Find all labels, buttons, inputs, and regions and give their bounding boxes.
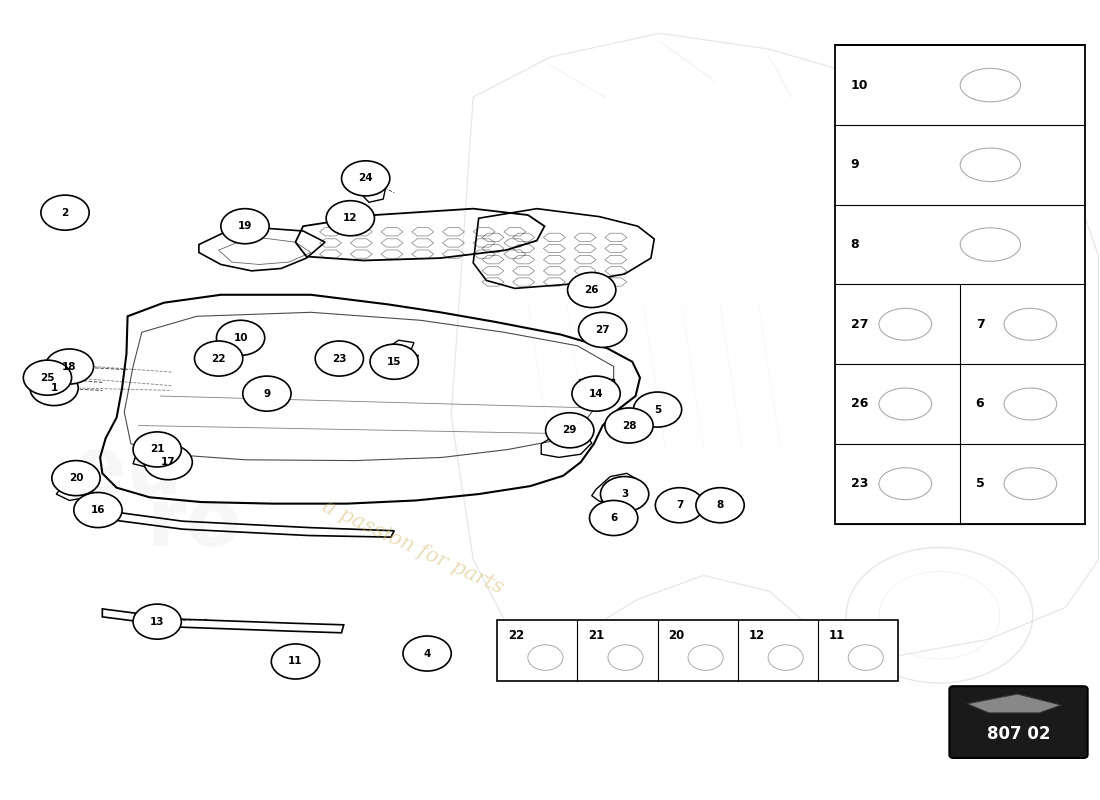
Text: 8: 8 <box>716 500 724 510</box>
Text: 16: 16 <box>90 505 106 515</box>
Text: 13: 13 <box>150 617 164 626</box>
Text: 17: 17 <box>161 457 176 467</box>
Circle shape <box>144 445 192 480</box>
Text: 18: 18 <box>63 362 77 371</box>
Text: ro: ro <box>146 485 241 562</box>
Circle shape <box>403 636 451 671</box>
Polygon shape <box>967 694 1062 713</box>
Circle shape <box>221 209 270 244</box>
Bar <box>497 620 898 681</box>
Circle shape <box>327 201 374 236</box>
Circle shape <box>601 477 649 512</box>
Text: 8: 8 <box>850 238 859 251</box>
Text: 9: 9 <box>850 158 859 171</box>
Bar <box>579 379 614 397</box>
Circle shape <box>546 413 594 448</box>
Text: 29: 29 <box>562 426 576 435</box>
Circle shape <box>370 344 418 379</box>
Text: 26: 26 <box>584 285 598 295</box>
Text: 24: 24 <box>359 174 373 183</box>
Bar <box>835 46 1086 523</box>
Text: 9: 9 <box>263 389 271 398</box>
Text: 23: 23 <box>850 478 868 490</box>
Circle shape <box>74 493 122 527</box>
Text: 12: 12 <box>343 214 358 223</box>
Circle shape <box>52 461 100 496</box>
Circle shape <box>590 501 638 535</box>
Circle shape <box>30 370 78 406</box>
Text: 2: 2 <box>62 208 68 218</box>
Text: 1: 1 <box>51 383 57 393</box>
Circle shape <box>341 161 389 196</box>
Text: 27: 27 <box>595 325 610 335</box>
Circle shape <box>133 432 182 467</box>
Text: 15: 15 <box>387 357 402 366</box>
Text: 28: 28 <box>621 421 636 430</box>
Text: eu: eu <box>72 433 184 510</box>
Text: 10: 10 <box>850 78 868 91</box>
Text: 10: 10 <box>233 333 248 343</box>
FancyBboxPatch shape <box>949 686 1088 758</box>
Text: 4: 4 <box>424 649 431 658</box>
Text: 19: 19 <box>238 222 252 231</box>
Text: 27: 27 <box>850 318 868 330</box>
Text: 23: 23 <box>332 354 346 363</box>
Circle shape <box>133 604 182 639</box>
Circle shape <box>605 408 653 443</box>
Text: 3: 3 <box>621 489 628 499</box>
Circle shape <box>579 312 627 347</box>
Text: 20: 20 <box>68 473 84 483</box>
Circle shape <box>634 392 682 427</box>
Text: 5: 5 <box>976 478 984 490</box>
Text: 12: 12 <box>749 629 764 642</box>
Circle shape <box>41 195 89 230</box>
Text: 14: 14 <box>588 389 604 398</box>
Text: 5: 5 <box>653 405 661 414</box>
Circle shape <box>316 341 363 376</box>
Text: 20: 20 <box>669 629 684 642</box>
Circle shape <box>243 376 292 411</box>
Text: 21: 21 <box>150 445 164 454</box>
Text: 21: 21 <box>588 629 605 642</box>
Text: 22: 22 <box>211 354 226 363</box>
Text: 7: 7 <box>675 500 683 510</box>
Circle shape <box>23 360 72 395</box>
Circle shape <box>656 488 704 522</box>
Text: a passion for parts: a passion for parts <box>319 497 506 598</box>
Circle shape <box>696 488 745 522</box>
Text: 11: 11 <box>828 629 845 642</box>
Text: 807 02: 807 02 <box>987 725 1050 743</box>
Circle shape <box>568 273 616 307</box>
Circle shape <box>195 341 243 376</box>
Text: 22: 22 <box>508 629 525 642</box>
Text: 25: 25 <box>41 373 55 382</box>
Text: 26: 26 <box>850 398 868 410</box>
Circle shape <box>217 320 265 355</box>
Text: 6: 6 <box>610 513 617 523</box>
Circle shape <box>45 349 94 384</box>
Circle shape <box>272 644 320 679</box>
Text: 11: 11 <box>288 657 302 666</box>
Text: 6: 6 <box>976 398 984 410</box>
Text: 7: 7 <box>976 318 984 330</box>
Circle shape <box>572 376 620 411</box>
